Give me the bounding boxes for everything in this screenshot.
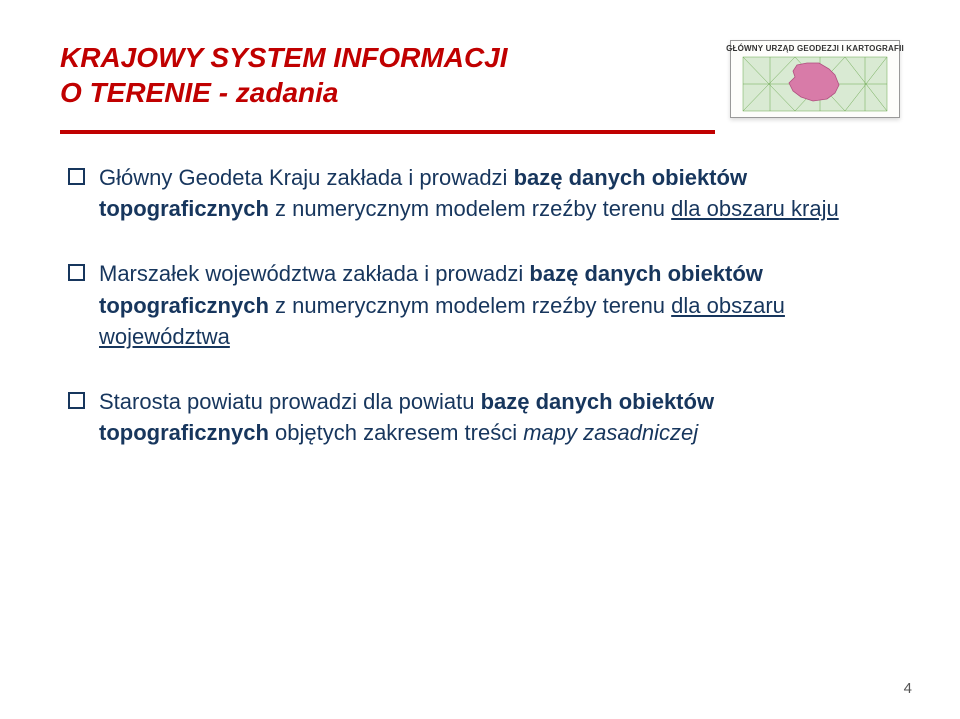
body: Główny Geodeta Kraju zakłada i prowadzi …: [60, 162, 900, 449]
logo: GŁÓWNY URZĄD GEODEZJI I KARTOGRAFII: [730, 40, 900, 118]
bullet-item: Marszałek województwa zakłada i prowadzi…: [68, 258, 860, 352]
text-underline: dla obszaru kraju: [671, 196, 839, 221]
page-number: 4: [904, 680, 912, 697]
text-italic: mapy zasadniczej: [523, 420, 698, 445]
logo-caption: GŁÓWNY URZĄD GEODEZJI I KARTOGRAFII: [726, 44, 904, 53]
text-run: Główny Geodeta Kraju zakłada i prowadzi: [99, 165, 514, 190]
bullet-text: Główny Geodeta Kraju zakłada i prowadzi …: [99, 162, 860, 224]
text-run: z numerycznym modelem rzeźby terenu: [269, 293, 671, 318]
title-line-2: O TERENIE - zadania: [60, 75, 730, 110]
text-run: objętych zakresem treści: [269, 420, 523, 445]
logo-graphic: [735, 55, 895, 113]
header: KRAJOWY SYSTEM INFORMACJI O TERENIE - za…: [60, 40, 900, 118]
bullet-item: Starosta powiatu prowadzi dla powiatu ba…: [68, 386, 860, 448]
bullet-text: Marszałek województwa zakłada i prowadzi…: [99, 258, 860, 352]
bullet-box-icon: [68, 392, 85, 409]
text-run: Marszałek województwa zakłada i prowadzi: [99, 261, 529, 286]
bullet-text: Starosta powiatu prowadzi dla powiatu ba…: [99, 386, 860, 448]
text-run: z numerycznym modelem rzeźby terenu: [269, 196, 671, 221]
slide: KRAJOWY SYSTEM INFORMACJI O TERENIE - za…: [0, 0, 960, 719]
bullet-box-icon: [68, 264, 85, 281]
title-block: KRAJOWY SYSTEM INFORMACJI O TERENIE - za…: [60, 40, 730, 110]
bullet-box-icon: [68, 168, 85, 185]
logo-svg: [735, 55, 895, 113]
bullet-item: Główny Geodeta Kraju zakłada i prowadzi …: [68, 162, 860, 224]
title-line-1: KRAJOWY SYSTEM INFORMACJI: [60, 40, 730, 75]
horizontal-rule: [60, 130, 715, 134]
text-run: Starosta powiatu prowadzi dla powiatu: [99, 389, 481, 414]
